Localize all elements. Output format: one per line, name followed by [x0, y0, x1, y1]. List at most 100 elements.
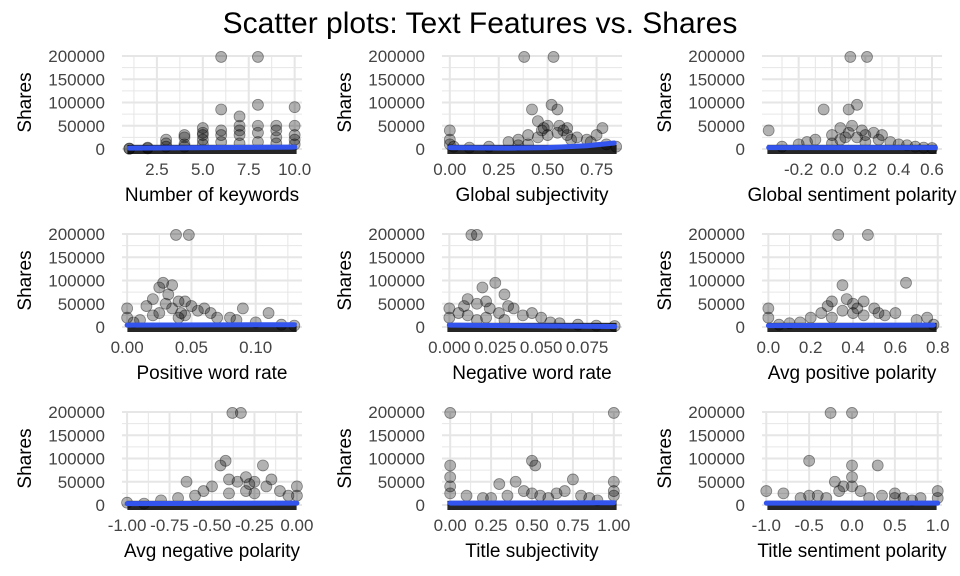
y-tick-label: 150000	[48, 248, 105, 267]
scatter-point	[861, 51, 873, 63]
scatter-point	[762, 311, 775, 324]
scatter-point	[182, 229, 195, 241]
y-axis-title: Shares	[15, 72, 36, 132]
scatter-point	[861, 229, 874, 241]
y-tick-label: 150000	[48, 426, 105, 445]
scatter-point	[851, 131, 863, 144]
scatter-point	[535, 124, 548, 137]
scatter-point	[842, 126, 855, 139]
scatter-point	[839, 131, 852, 144]
scatter-point	[803, 454, 816, 467]
scatter-point	[607, 485, 620, 497]
scatter-point	[252, 126, 264, 139]
x-tick-label: -0.25	[235, 516, 274, 535]
x-tick-label: 0.00	[434, 516, 467, 535]
y-tick-label: 50000	[58, 117, 105, 136]
scatter-point	[529, 459, 542, 472]
scatter-point	[233, 129, 246, 141]
y-tick-label: 50000	[378, 473, 425, 492]
y-tick-label: 0	[96, 140, 105, 159]
scatter-point	[196, 129, 209, 141]
scatter-point	[288, 129, 301, 141]
scatter-point	[291, 489, 303, 502]
y-tick-label: 200000	[48, 225, 105, 244]
dense-points-band	[127, 322, 297, 332]
y-tick-label: 100000	[688, 94, 745, 113]
scatter-point	[172, 295, 185, 308]
scatter-point	[867, 126, 880, 139]
x-tick-label: 0.75	[580, 160, 613, 179]
scatter-point	[465, 229, 478, 241]
x-tick-label: -0.5	[794, 516, 823, 535]
scatter-point	[833, 485, 846, 497]
scatter-point	[215, 124, 228, 137]
scatter-point	[270, 124, 283, 137]
scatter-point	[551, 103, 564, 116]
scatter-point	[825, 295, 838, 308]
scatter-point	[561, 122, 574, 134]
scatter-point	[836, 304, 849, 317]
scatter-point	[166, 302, 179, 315]
scatter-point	[175, 307, 188, 319]
trend-line	[447, 140, 617, 151]
scatter-point	[444, 459, 457, 472]
x-axis-title: Avg negative polarity	[124, 541, 301, 562]
x-tick-label: 0.50	[531, 160, 564, 179]
scatter-point	[517, 485, 530, 497]
scatter-point	[480, 295, 492, 308]
scatter-point	[489, 276, 502, 289]
x-tick-label: 0.8	[926, 338, 950, 357]
scatter-point	[607, 489, 620, 502]
scatter-point	[214, 459, 227, 472]
x-tick-label: 0.2	[799, 338, 823, 357]
scatter-point	[157, 276, 170, 289]
x-tick-label: 0.050	[520, 338, 563, 357]
scatter-point	[178, 129, 191, 141]
x-tick-label: 0.0	[757, 338, 781, 357]
scatter-point	[931, 485, 944, 497]
scatter-point	[762, 302, 775, 315]
y-tick-label: 100000	[688, 450, 745, 469]
scatter-point	[824, 407, 837, 419]
x-tick-label: 0.4	[887, 160, 911, 179]
scatter-point	[444, 480, 457, 493]
scatter-point	[274, 485, 286, 497]
scatter-point	[535, 311, 548, 324]
scatter-point	[526, 454, 538, 467]
x-tick-label: -0.50	[193, 516, 232, 535]
y-tick-label: 0	[736, 140, 745, 159]
panel-4: 0 50000 100000 150000 200000 0.00 0.05 0.10 Posi…	[15, 225, 302, 384]
scatter-point	[567, 473, 579, 486]
y-tick-label: 200000	[688, 47, 745, 66]
y-tick-label: 0	[96, 496, 105, 515]
y-tick-label: 50000	[698, 117, 745, 136]
panel-5: 0 50000 100000 150000 200000 0.000 0.025 0.050 0…	[335, 225, 622, 384]
scatter-point	[476, 281, 489, 294]
trend-line	[126, 144, 298, 151]
scatter-point	[507, 302, 520, 315]
scatter-point	[197, 485, 210, 497]
scatter-point	[846, 459, 858, 472]
x-tick-label: 0.4	[841, 338, 865, 357]
scatter-point	[834, 122, 847, 134]
scatter-point	[170, 229, 182, 241]
y-axis-title: Shares	[655, 250, 676, 310]
scatter-point	[458, 300, 470, 312]
scatter-point	[851, 302, 864, 315]
x-tick-label: 0.00	[433, 160, 466, 179]
scatter-point	[760, 485, 773, 497]
y-tick-label: 50000	[378, 117, 425, 136]
scatter-point	[172, 311, 185, 324]
scatter-point	[291, 480, 303, 493]
scatter-point	[518, 51, 531, 63]
scatter-point	[851, 98, 863, 111]
y-tick-label: 200000	[368, 47, 425, 66]
scatter-point	[498, 288, 511, 301]
panel-1: 0 50000 100000 150000 200000 2.5 5.0 7.5 10.0 Num…	[15, 47, 311, 206]
x-tick-label: 0.6	[920, 160, 944, 179]
y-axis-title: Shares	[15, 250, 36, 310]
scatter-point	[159, 297, 172, 310]
y-tick-label: 150000	[368, 248, 425, 267]
trend-line	[765, 322, 936, 329]
